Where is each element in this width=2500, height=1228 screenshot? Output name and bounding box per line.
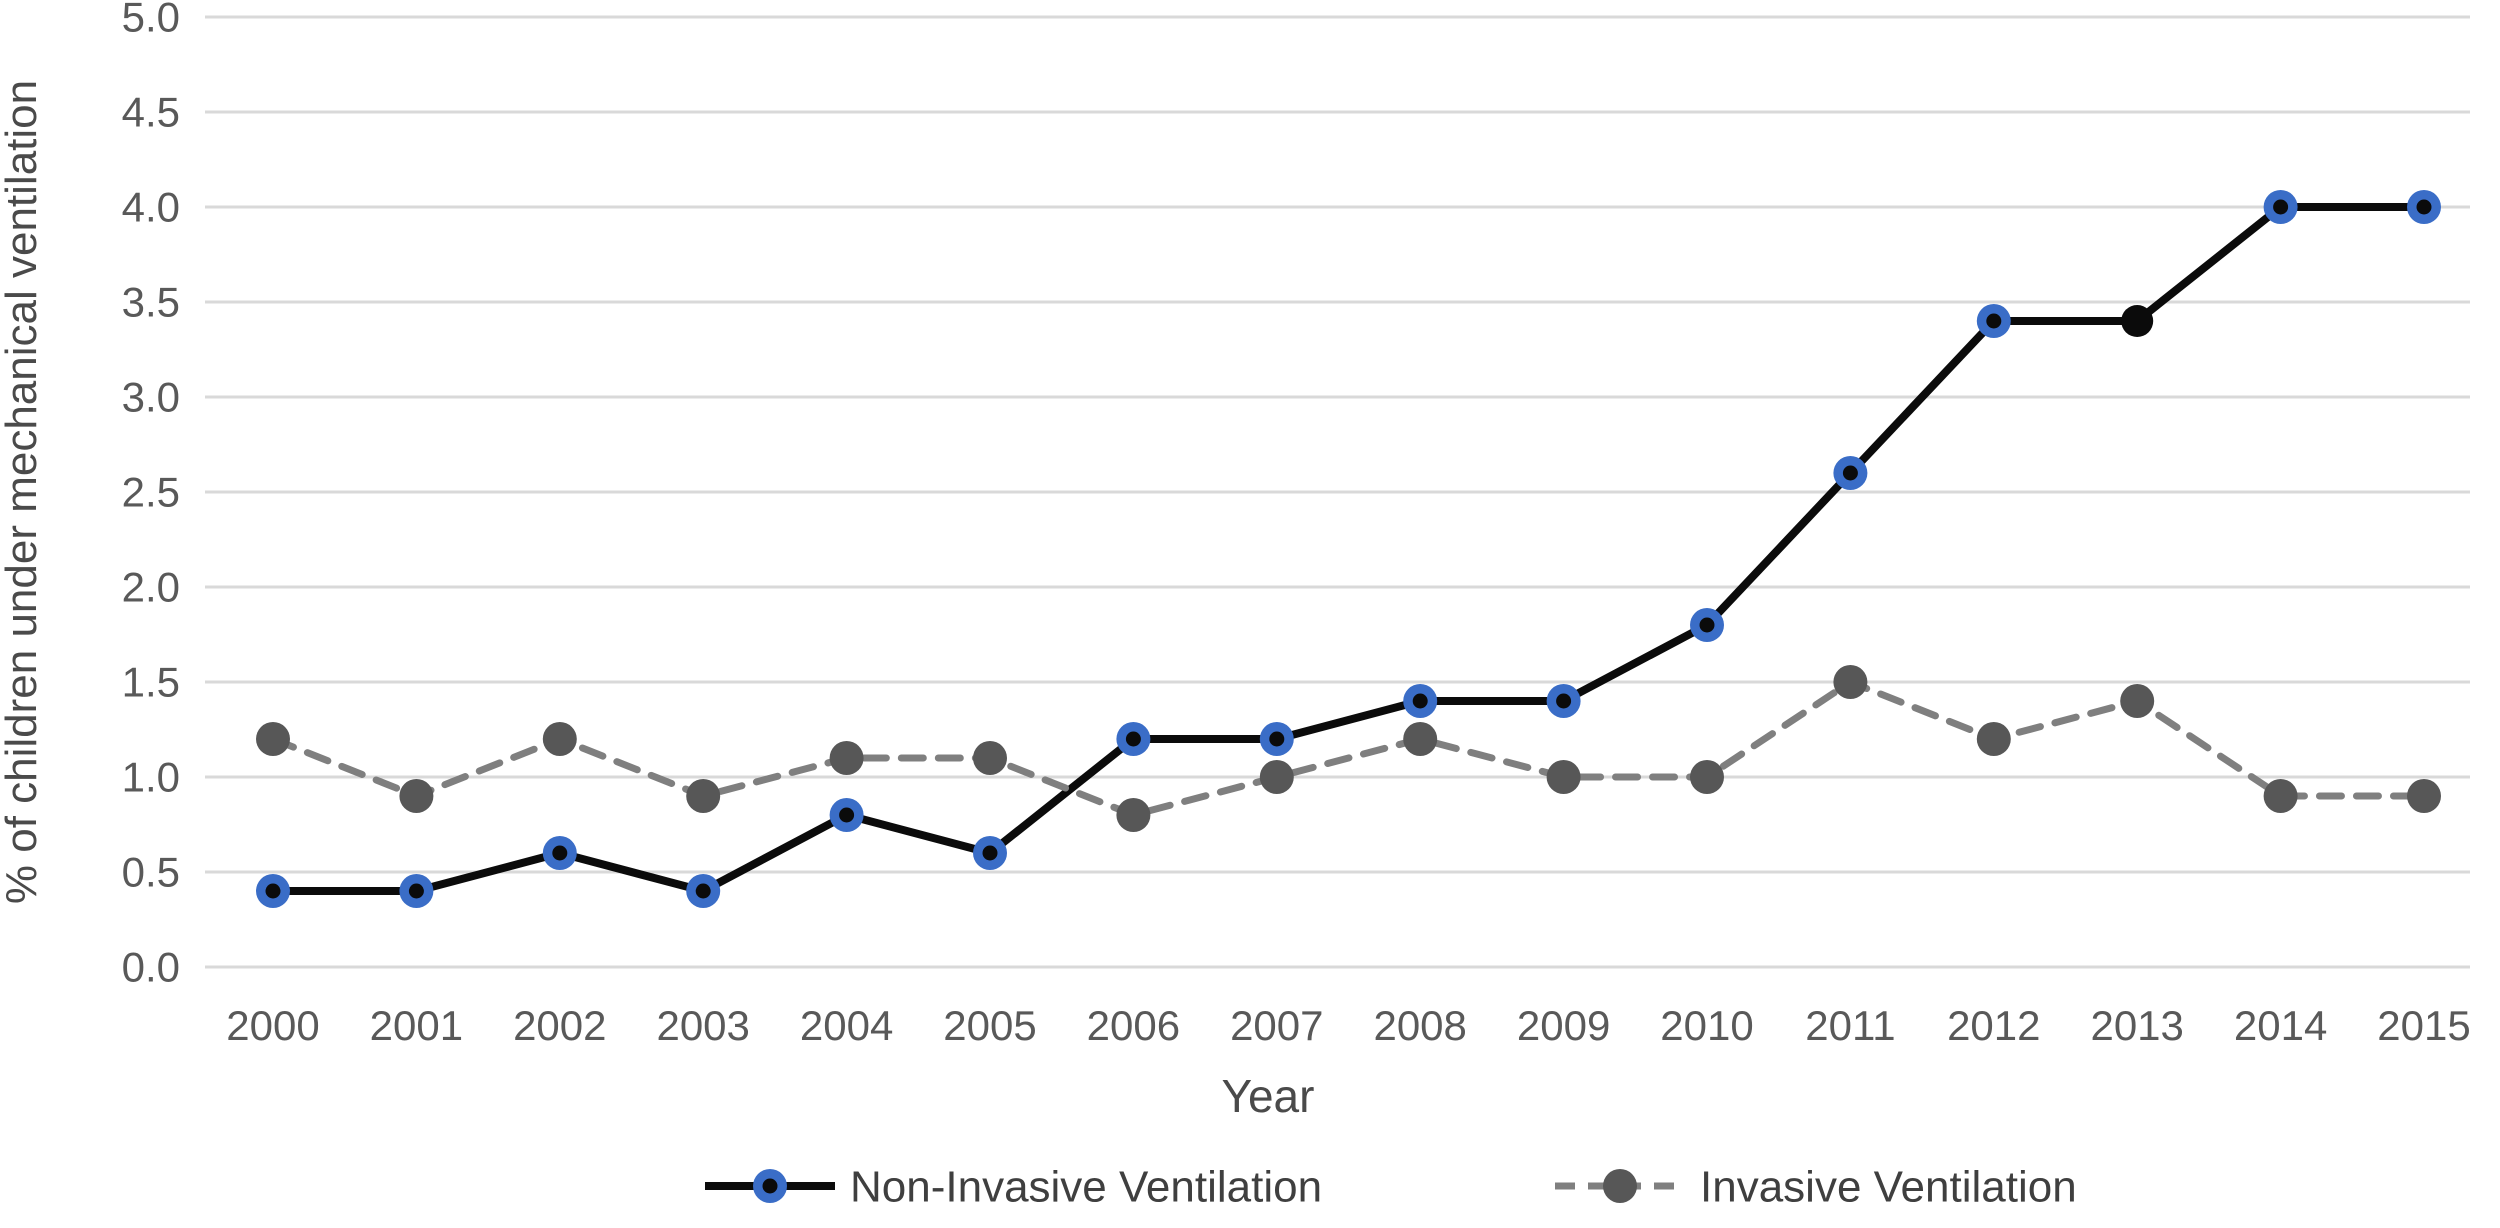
x-axis-tick-labels: 2000 2001 2002 2003 2004 2005 2006 2007 2008 2009… (226, 1002, 2470, 1049)
invasive-series-point (1833, 665, 1868, 699)
x-tick-label: 2003 (656, 1002, 749, 1049)
non-invasive-series-point-core (1699, 617, 1715, 633)
y-tick-label: 4.5 (122, 89, 180, 136)
y-axis-title: % of children under mechanical ventilati… (0, 80, 46, 904)
invasive-series-point (1259, 760, 1294, 794)
x-tick-label: 2006 (1087, 1002, 1180, 1049)
series-markers (256, 190, 2441, 908)
legend: Non-Invasive Ventilation Invasive Ventila… (705, 1162, 2077, 1211)
legend-invasive-label: Invasive Ventilation (1700, 1162, 2077, 1211)
invasive-series-point (2120, 684, 2155, 718)
non-invasive-series-point-core (1556, 693, 1572, 709)
invasive-series-point (829, 741, 864, 775)
legend-non-invasive-point-core (762, 1178, 778, 1194)
x-tick-label: 2002 (513, 1002, 606, 1049)
x-tick-label: 2008 (1373, 1002, 1466, 1049)
x-tick-label: 2009 (1517, 1002, 1610, 1049)
x-tick-label: 2014 (2234, 1002, 2327, 1049)
x-tick-label: 2007 (1230, 1002, 1323, 1049)
x-tick-label: 2005 (943, 1002, 1036, 1049)
y-tick-label: 5.0 (122, 0, 180, 41)
legend-invasive-point (1603, 1169, 1637, 1203)
non-invasive-series-point-core (1269, 731, 1285, 747)
x-tick-label: 2001 (370, 1002, 463, 1049)
invasive-series-line (269, 678, 2428, 819)
invasive-series-point (973, 741, 1007, 775)
y-axis-tick-labels: 0.0 0.5 1.0 1.5 2.0 2.5 3.0 3.5 4.0 4.5 5.0 (122, 0, 180, 991)
invasive-series-point (399, 779, 434, 813)
x-tick-label: 2000 (226, 1002, 319, 1049)
invasive-series-point (2263, 779, 2298, 813)
invasive-series-point (542, 722, 577, 756)
non-invasive-series-point-core (552, 845, 568, 861)
series-lines (269, 203, 2428, 895)
non-invasive-series-point-black (2121, 305, 2154, 337)
x-tick-label: 2012 (1947, 1002, 2040, 1049)
non-invasive-series-point-core (1842, 465, 1858, 481)
x-tick-label: 2013 (2090, 1002, 2183, 1049)
invasive-series-point (2407, 779, 2441, 813)
invasive-series-point (256, 722, 290, 756)
y-tick-label: 1.5 (122, 659, 180, 706)
non-invasive-series-point-core (1986, 313, 2002, 329)
invasive-series-point (1403, 722, 1438, 756)
y-tick-label: 0.0 (122, 944, 180, 991)
x-tick-label: 2011 (1805, 1002, 1895, 1049)
x-tick-label: 2010 (1660, 1002, 1753, 1049)
y-tick-label: 3.0 (122, 374, 180, 421)
invasive-series-point (1976, 722, 2011, 756)
x-tick-label: 2004 (800, 1002, 893, 1049)
x-tick-label: 2015 (2377, 1002, 2470, 1049)
invasive-series-point (686, 779, 721, 813)
y-tick-label: 3.5 (122, 279, 180, 326)
y-tick-label: 1.0 (122, 754, 180, 801)
y-tick-label: 0.5 (122, 849, 180, 896)
legend-non-invasive-label: Non-Invasive Ventilation (850, 1162, 1322, 1211)
non-invasive-series-point-core (408, 883, 424, 899)
non-invasive-series-point-core (1125, 731, 1141, 747)
x-axis-title: Year (1222, 1070, 1315, 1122)
non-invasive-series-point-core (265, 883, 281, 899)
non-invasive-series-point-core (839, 807, 855, 823)
invasive-series-point (1546, 760, 1581, 794)
y-tick-label: 2.0 (122, 564, 180, 611)
invasive-series-point (1690, 760, 1724, 794)
non-invasive-series-point-core (1412, 693, 1428, 709)
non-invasive-series-point-core (982, 845, 998, 861)
y-tick-label: 2.5 (122, 469, 180, 516)
gridlines (205, 15, 2470, 969)
invasive-series-point (1116, 798, 1151, 832)
non-invasive-series-point-core (2416, 199, 2432, 215)
non-invasive-series-point-core (2273, 199, 2289, 215)
non-invasive-series-point-core (695, 883, 711, 899)
non-invasive-series-line (269, 203, 2428, 895)
y-tick-label: 4.0 (122, 184, 180, 231)
